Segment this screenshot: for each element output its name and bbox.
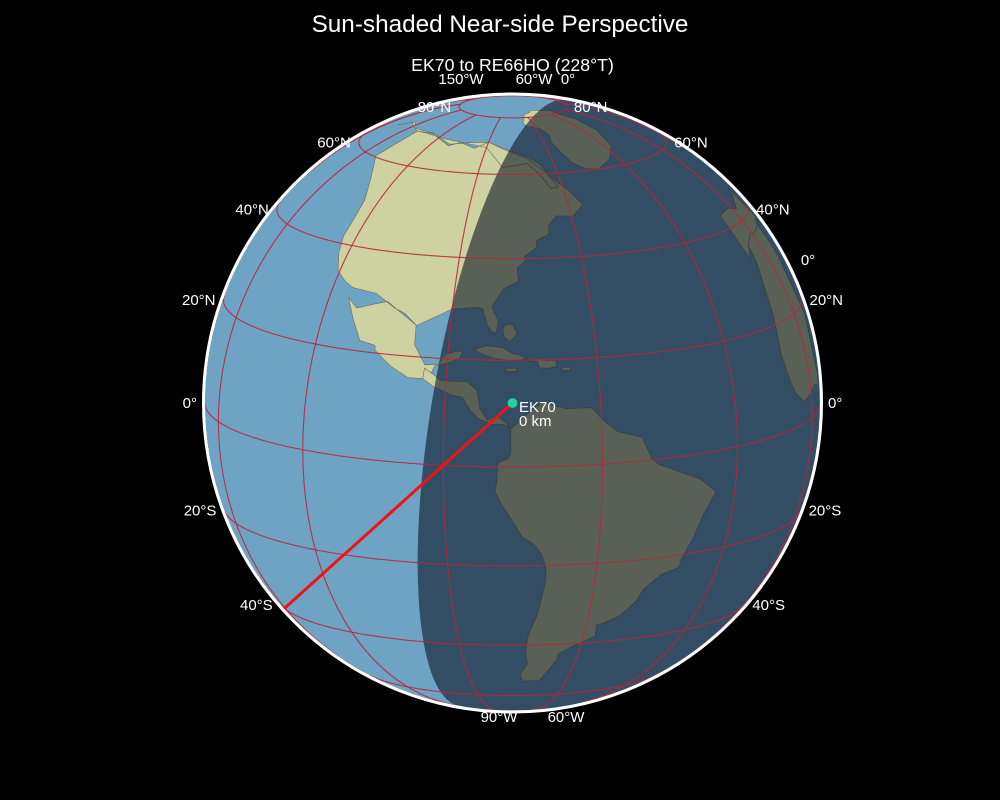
svg-text:60°W: 60°W [548, 709, 586, 726]
svg-text:20°S: 20°S [809, 503, 842, 520]
svg-text:90°W: 90°W [481, 709, 519, 726]
svg-text:0°: 0° [561, 71, 575, 88]
svg-text:80°N: 80°N [574, 99, 608, 116]
svg-text:40°S: 40°S [240, 597, 273, 614]
svg-text:20°N: 20°N [810, 292, 844, 309]
svg-text:150°W: 150°W [438, 71, 484, 88]
svg-text:40°N: 40°N [235, 202, 269, 219]
svg-text:20°N: 20°N [182, 292, 216, 309]
svg-text:40°S: 40°S [752, 597, 785, 614]
svg-text:0 km: 0 km [519, 413, 552, 430]
svg-text:0°: 0° [828, 395, 842, 412]
svg-text:20°S: 20°S [184, 503, 217, 520]
svg-text:60°N: 60°N [674, 135, 708, 152]
svg-text:0°: 0° [801, 252, 815, 269]
svg-text:60°N: 60°N [317, 135, 351, 152]
svg-text:40°N: 40°N [756, 202, 790, 219]
svg-text:0°: 0° [183, 395, 197, 412]
svg-text:80°N: 80°N [418, 99, 452, 116]
svg-text:60°W: 60°W [516, 71, 554, 88]
